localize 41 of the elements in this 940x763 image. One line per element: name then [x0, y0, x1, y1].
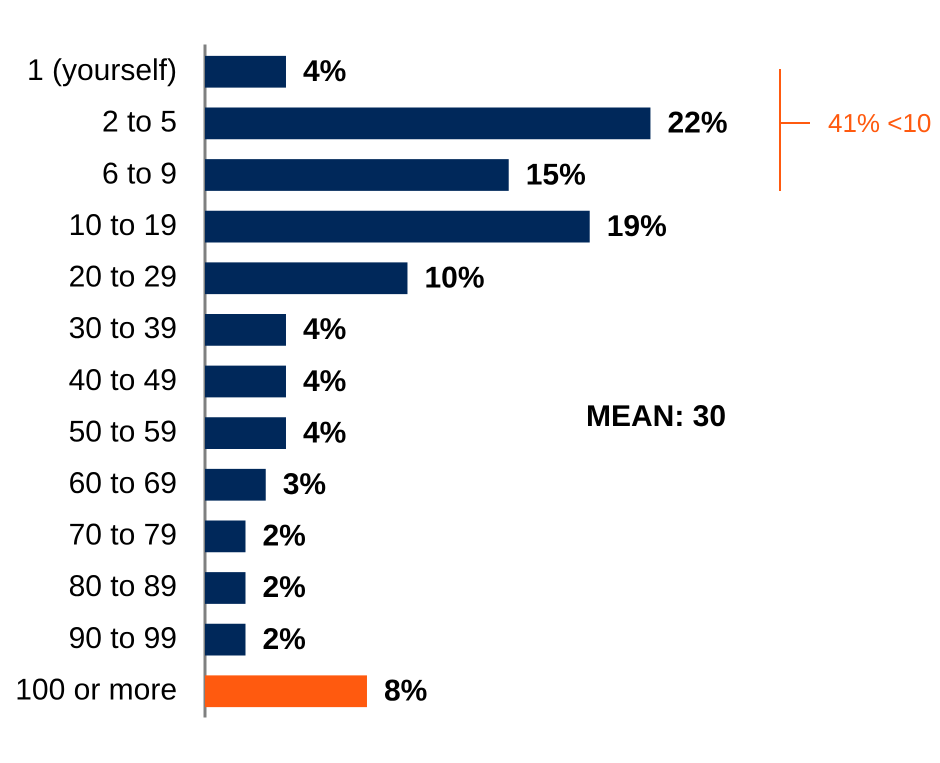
- data-label: 4%: [302, 313, 346, 346]
- y-tick-label: 20 to 29: [68, 260, 177, 294]
- y-tick-label: 1 (yourself): [26, 54, 177, 88]
- bar: [205, 572, 246, 604]
- y-tick-label: 60 to 69: [68, 466, 177, 500]
- data-label: 22%: [667, 106, 728, 140]
- bar: [205, 262, 408, 294]
- data-label: 2%: [262, 571, 306, 604]
- bar: [205, 366, 286, 398]
- data-label: 3%: [282, 468, 326, 501]
- data-label: 4%: [302, 55, 346, 88]
- y-tick-label: 10 to 19: [68, 208, 177, 242]
- bar: [205, 520, 246, 552]
- y-tick-label: 6 to 9: [102, 157, 177, 190]
- data-label: 4%: [302, 416, 346, 450]
- data-label: 10%: [424, 262, 485, 295]
- annotation: MEAN: 30: [586, 400, 726, 434]
- bar: [205, 210, 590, 243]
- data-label: 2%: [262, 520, 306, 553]
- y-tick-label: 90 to 99: [68, 622, 177, 655]
- y-tick-label: 30 to 39: [68, 312, 177, 346]
- bar: [205, 675, 367, 708]
- y-tick-label: 2 to 5: [102, 106, 177, 139]
- bar: [205, 108, 650, 140]
- y-tick-label: 40 to 49: [68, 364, 177, 397]
- data-label: 19%: [606, 210, 667, 243]
- text: 41% <10: [828, 108, 932, 138]
- data-label: 2%: [262, 622, 306, 656]
- data-label: 8%: [384, 674, 428, 708]
- y-tick-label: 70 to 79: [68, 518, 177, 552]
- bar: [205, 159, 509, 191]
- y-tick-label: 50 to 59: [68, 415, 177, 448]
- bar: [205, 314, 286, 346]
- data-label: 4%: [302, 364, 346, 398]
- bar: [205, 468, 266, 501]
- bar: [205, 417, 286, 449]
- data-label: 15%: [526, 158, 586, 192]
- y-tick-label: 100 or more: [15, 673, 177, 706]
- y-tick-label: 80 to 89: [68, 570, 177, 604]
- bar: [205, 624, 246, 656]
- bar: [205, 56, 286, 88]
